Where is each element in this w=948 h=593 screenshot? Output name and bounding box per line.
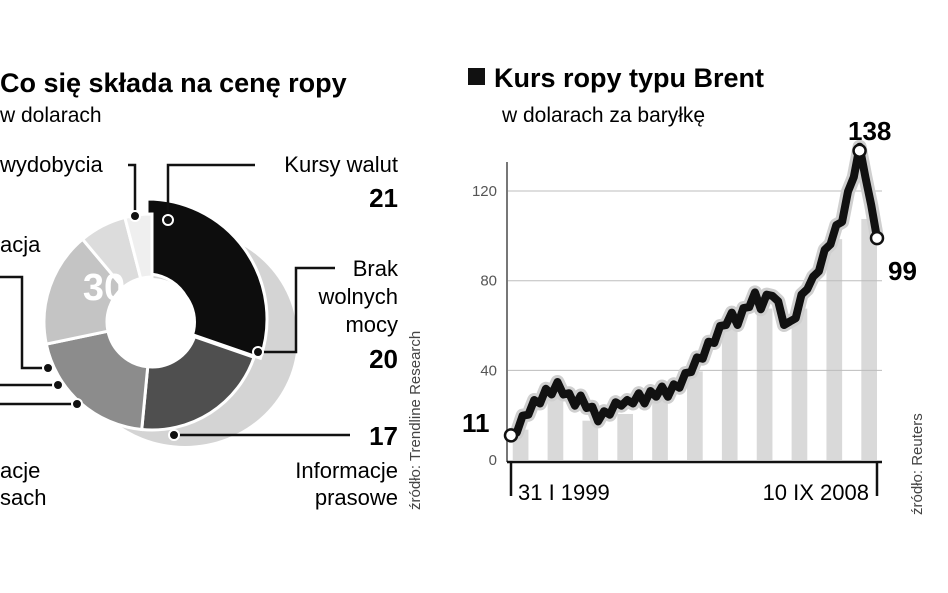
value-end: 99: [888, 256, 917, 286]
point-peak: [852, 143, 867, 158]
y-tick-label: 40: [480, 362, 497, 379]
background-bars: [512, 218, 877, 460]
donut-slice-koszty-wydobycia: [145, 197, 269, 361]
title-square-icon: [468, 68, 485, 85]
background-bar: [652, 400, 668, 460]
label-slice-a: acja: [0, 232, 41, 257]
label-informacje-2: prasowe: [315, 485, 398, 510]
background-bar: [617, 413, 633, 460]
label-brak-1: Brak: [353, 256, 399, 281]
background-bar: [861, 218, 877, 460]
label-brak-2: wolnych: [318, 284, 398, 309]
leader-dot: [71, 398, 83, 410]
y-tick-label: 80: [480, 273, 497, 290]
y-tick-labels: 0 40 80 120: [472, 183, 497, 469]
slice-value-koszty: 30: [83, 267, 125, 309]
background-bar: [721, 326, 738, 460]
leader-lines: [0, 163, 350, 437]
label-kursy: Kursy walut: [284, 152, 398, 177]
x-label-start: 31 I 1999: [518, 480, 610, 505]
point-end: [869, 230, 885, 246]
label-koszty: wydobycia: [0, 152, 103, 177]
label-slice-b-2: sach: [0, 485, 46, 510]
series-line-brent: [507, 142, 881, 440]
y-tick-label: 120: [472, 183, 497, 200]
value-informacje: 17: [369, 421, 398, 451]
background-bar: [687, 371, 703, 460]
donut-subtitle: w dolarach: [0, 104, 102, 127]
background-bar: [582, 420, 599, 460]
donut-slices: [42, 197, 269, 432]
leader-dot: [42, 362, 54, 374]
donut-slice-brak-wolnych-mocy: [44, 329, 150, 432]
leader-dot: [162, 214, 174, 226]
leader-kursy: [166, 163, 255, 218]
leader-dot: [52, 379, 64, 391]
donut-source: źródło: Trendline Research: [407, 331, 424, 510]
line-title: Kurs ropy typu Brent: [494, 63, 764, 93]
donut-slice-kursy-walut: [140, 334, 256, 432]
background-bar: [826, 239, 843, 460]
leader-brak: [258, 266, 335, 354]
point-start: [503, 428, 519, 443]
background-bar: [547, 396, 564, 460]
line-panel: Kurs ropy typu Brent w dolarach za barył…: [462, 63, 926, 515]
value-start: 11: [462, 408, 490, 438]
donut-panel: Co się składa na cenę ropy w dolarach 30: [0, 68, 424, 510]
leader-dots: [42, 210, 264, 441]
leader-dot: [168, 429, 180, 441]
leader-koszty: [128, 163, 137, 214]
line-source: źródło: Reuters: [909, 413, 926, 515]
background-bar: [791, 308, 808, 460]
donut-title: Co się składa na cenę ropy: [0, 68, 347, 98]
line-subtitle: w dolarach za baryłkę: [501, 104, 705, 127]
background-bar: [756, 308, 773, 460]
y-tick-label: 0: [489, 452, 497, 469]
leader-dot: [252, 346, 264, 358]
donut-hole: [108, 278, 196, 366]
value-brak: 20: [369, 344, 398, 374]
label-brak-3: mocy: [345, 312, 398, 337]
label-slice-b-1: acje: [0, 458, 40, 483]
grid-lines: [507, 190, 882, 371]
value-peak: 138: [848, 116, 891, 146]
x-label-end: 10 IX 2008: [763, 480, 869, 505]
value-kursy: 21: [369, 183, 398, 213]
leader-dot: [129, 210, 141, 222]
label-informacje-1: Informacje: [295, 458, 398, 483]
leader-slice-a: [0, 275, 48, 370]
